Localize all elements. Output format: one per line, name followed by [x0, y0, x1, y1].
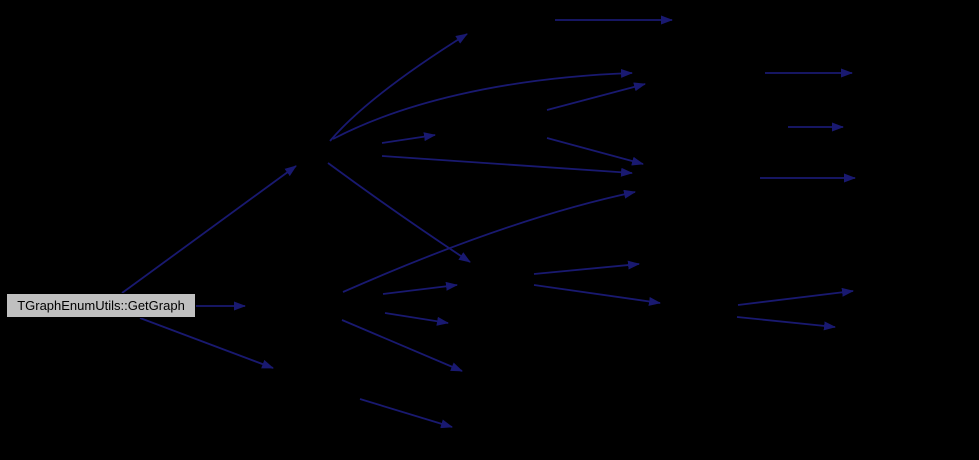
graph-node-root[interactable]: TGraphEnumUtils::GetGraph — [6, 293, 196, 318]
edge-root-to-hub1 — [121, 165, 297, 294]
edge-bottom-down-right — [359, 398, 453, 429]
edge-hub1-short-right — [381, 132, 436, 144]
edge-mid-up-right — [546, 82, 646, 111]
edge-c-node-down-right — [533, 284, 661, 306]
edge-hub1-curve-right — [332, 68, 633, 140]
edge-hub1-down-right — [327, 162, 471, 263]
edge-hub2-short-up — [382, 281, 458, 295]
edge-f-node-up-right — [737, 287, 854, 306]
edge-root-to-hub3 — [139, 317, 274, 369]
edge-hub2-down-right — [341, 319, 463, 372]
edge-mid-down-right — [546, 137, 644, 166]
edge-group — [121, 15, 856, 429]
edge-f-node-down-right — [736, 316, 836, 331]
edge-c-node-up-right — [533, 260, 640, 275]
edge-hub1-up-to-top — [329, 33, 468, 142]
edge-hub1-long-right — [381, 155, 633, 177]
edge-hub2-short-down — [384, 312, 449, 326]
edge-hub2-long-up — [342, 189, 636, 293]
